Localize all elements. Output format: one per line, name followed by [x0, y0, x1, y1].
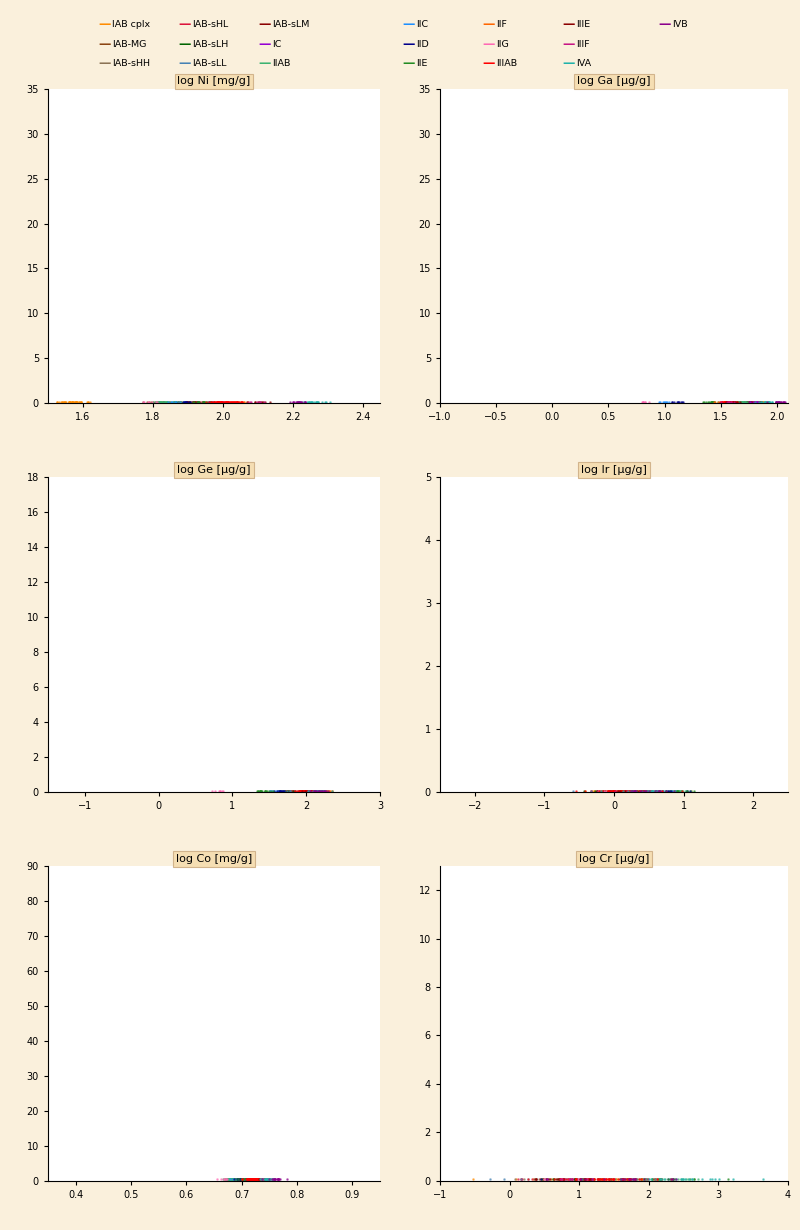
Text: —: — — [402, 58, 414, 70]
Text: —: — — [562, 38, 574, 50]
Text: IAB-MG: IAB-MG — [112, 39, 146, 49]
Text: IAB-sHL: IAB-sHL — [192, 20, 228, 30]
Text: IIC: IIC — [416, 20, 428, 30]
Text: IIIAB: IIIAB — [496, 59, 517, 69]
Text: —: — — [258, 38, 270, 50]
Text: IAB-sLH: IAB-sLH — [192, 39, 228, 49]
Text: —: — — [178, 58, 190, 70]
Text: —: — — [178, 38, 190, 50]
Text: —: — — [482, 58, 494, 70]
Text: —: — — [402, 18, 414, 31]
Text: IVB: IVB — [672, 20, 688, 30]
Text: IIF: IIF — [496, 20, 507, 30]
Text: IAB-sLM: IAB-sLM — [272, 20, 310, 30]
Text: —: — — [98, 38, 110, 50]
Title: log Ga [μg/g]: log Ga [μg/g] — [578, 76, 650, 86]
Text: —: — — [178, 18, 190, 31]
Text: IID: IID — [416, 39, 429, 49]
Text: IIIF: IIIF — [576, 39, 590, 49]
Text: IIIE: IIIE — [576, 20, 590, 30]
Text: IIE: IIE — [416, 59, 427, 69]
Text: —: — — [98, 18, 110, 31]
Text: —: — — [98, 58, 110, 70]
Text: —: — — [562, 58, 574, 70]
Text: —: — — [658, 18, 670, 31]
Text: IIG: IIG — [496, 39, 509, 49]
Text: IC: IC — [272, 39, 282, 49]
Text: —: — — [482, 38, 494, 50]
Text: IAB-sHH: IAB-sHH — [112, 59, 150, 69]
Text: —: — — [402, 38, 414, 50]
Text: IAB-sLL: IAB-sLL — [192, 59, 226, 69]
Text: —: — — [482, 18, 494, 31]
Text: IIAB: IIAB — [272, 59, 290, 69]
Title: log Cr [μg/g]: log Cr [μg/g] — [579, 854, 649, 863]
Text: —: — — [258, 58, 270, 70]
Text: IVA: IVA — [576, 59, 591, 69]
Text: —: — — [258, 18, 270, 31]
Title: log Ge [μg/g]: log Ge [μg/g] — [178, 465, 250, 475]
Text: —: — — [562, 18, 574, 31]
Title: log Ni [mg/g]: log Ni [mg/g] — [178, 76, 250, 86]
Title: log Ir [μg/g]: log Ir [μg/g] — [581, 465, 647, 475]
Text: IAB cplx: IAB cplx — [112, 20, 150, 30]
Title: log Co [mg/g]: log Co [mg/g] — [176, 854, 252, 863]
